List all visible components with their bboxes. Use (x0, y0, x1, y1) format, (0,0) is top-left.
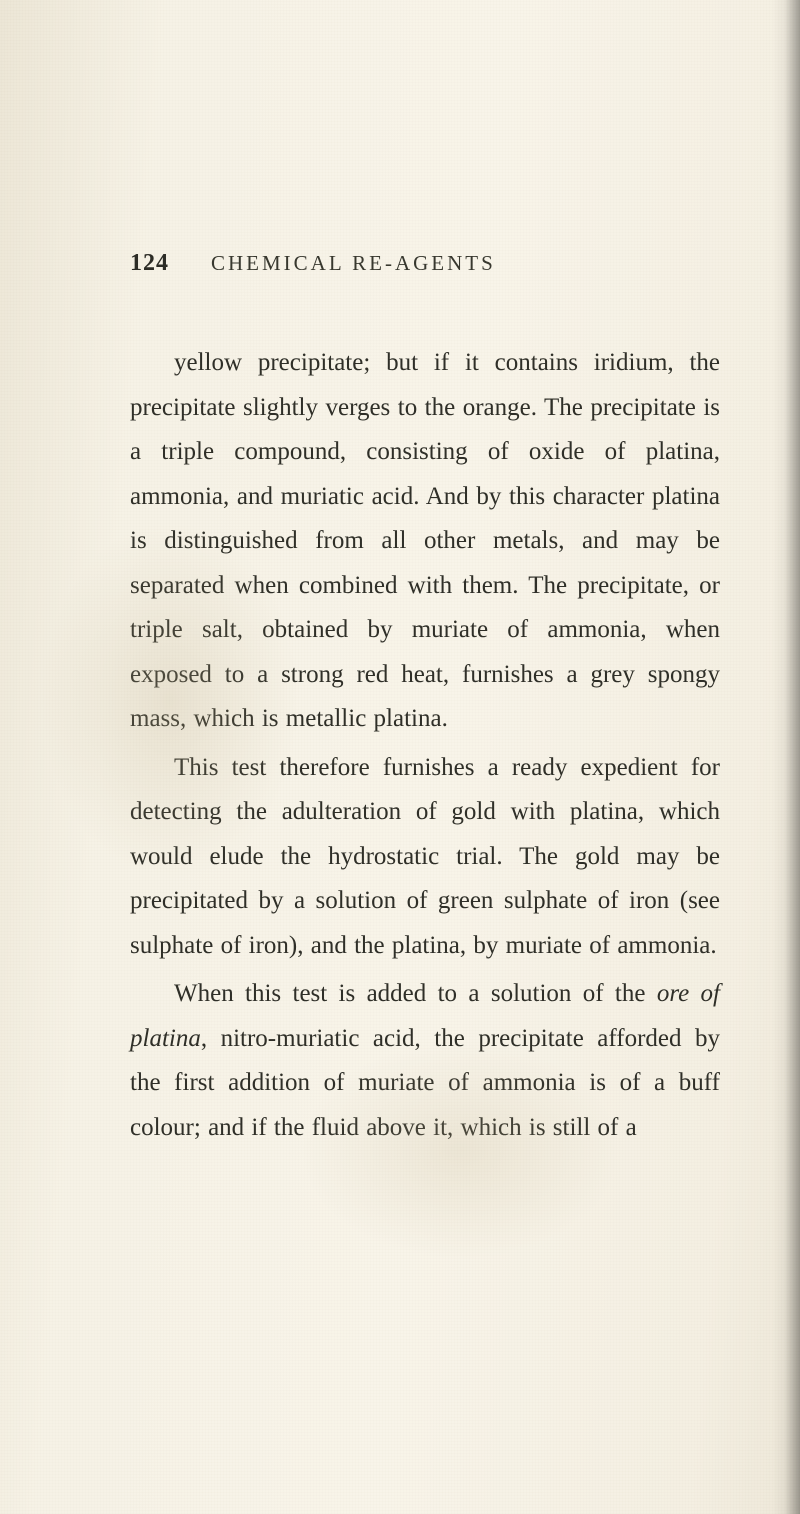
scanned-page: 124 CHEMICAL RE-AGENTS yellow precipitat… (0, 0, 800, 1514)
paragraph: yellow precipitate; but if it contains i… (130, 341, 720, 742)
page-number: 124 (130, 250, 169, 277)
paragraph: When this test is added to a solution of… (130, 972, 720, 1150)
running-head: 124 CHEMICAL RE-AGENTS (130, 250, 720, 277)
paragraph: This test therefore furnishes a ready ex… (130, 746, 720, 969)
body-text: yellow precipitate; but if it contains i… (130, 341, 720, 1150)
running-title: CHEMICAL RE-AGENTS (211, 251, 496, 276)
